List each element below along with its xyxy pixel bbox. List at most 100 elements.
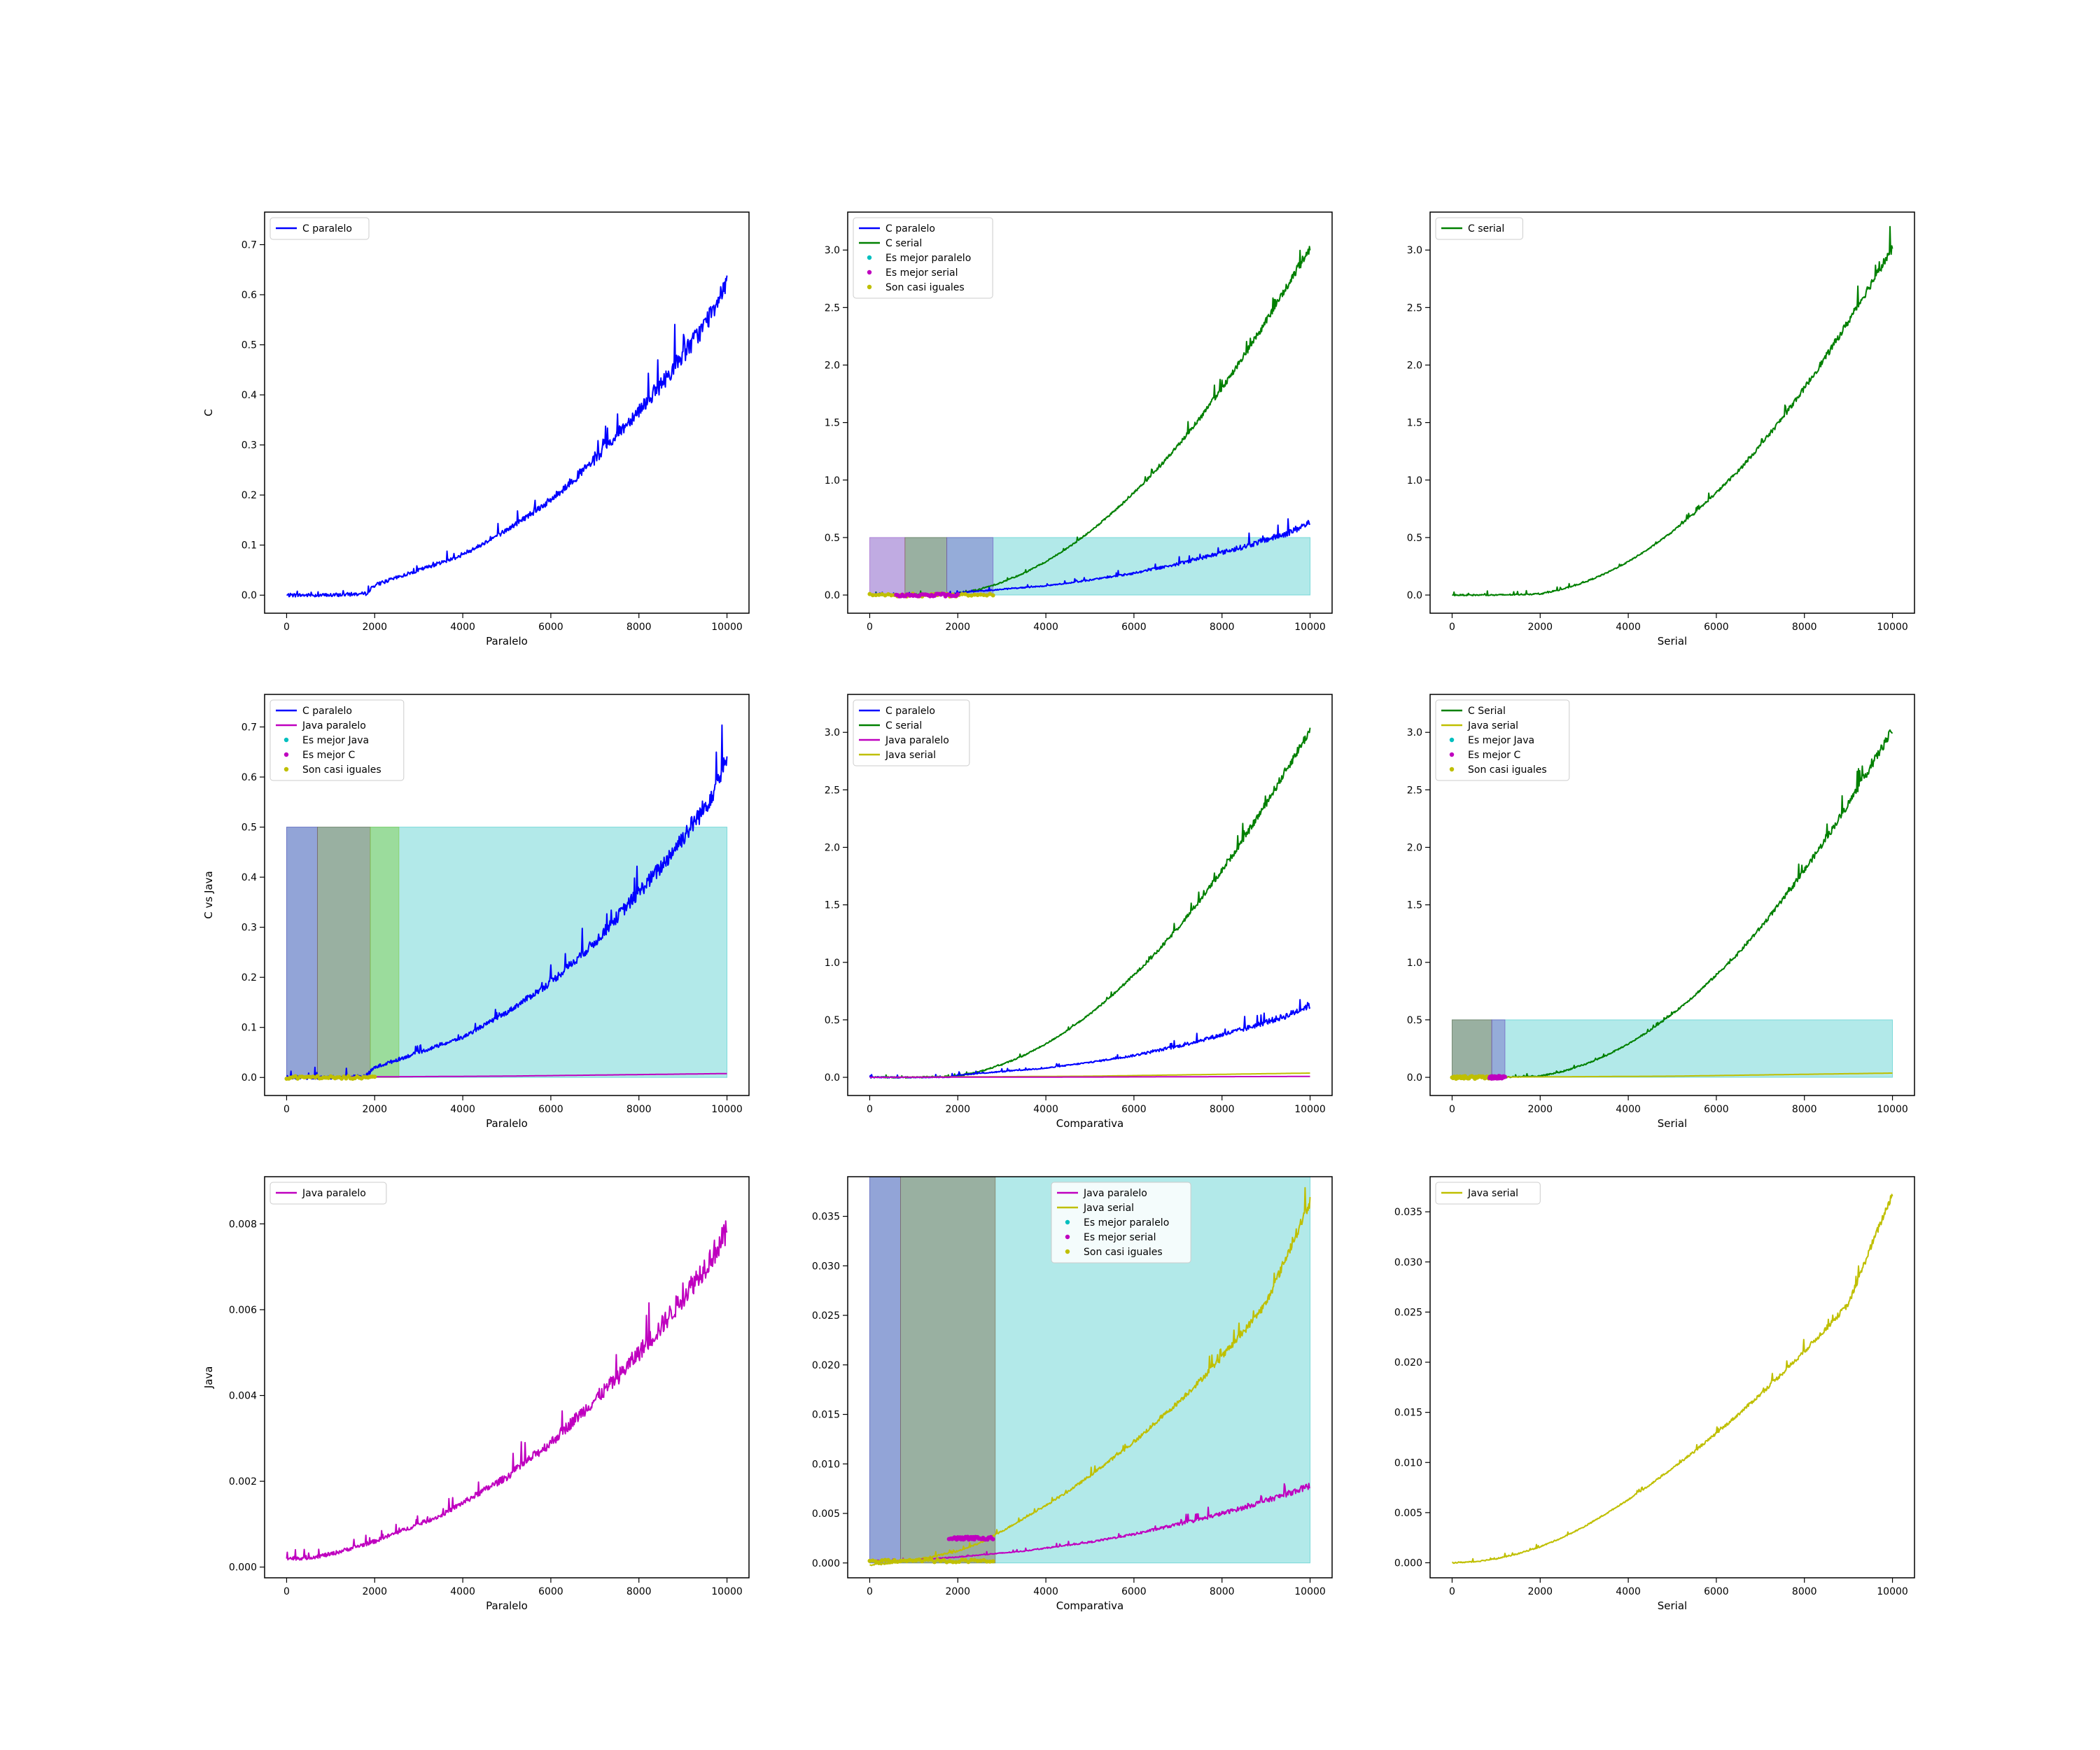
plot-area: [1452, 225, 1893, 596]
marker-point: [1502, 1074, 1507, 1079]
series-line-0: [286, 275, 728, 598]
marker-point: [929, 1558, 934, 1562]
y-tick-label: 2.0: [1407, 842, 1422, 853]
y-tick-label: 0.2: [241, 490, 257, 501]
x-tick-label: 0: [284, 1104, 290, 1115]
x-tick-label: 2000: [945, 1586, 970, 1597]
legend-entry-label: Es mejor paralelo: [1084, 1217, 1169, 1228]
legend-entry-label: Son casi iguales: [1468, 764, 1547, 776]
y-tick-label: 0.006: [229, 1305, 257, 1316]
y-tick-label: 0.000: [1394, 1558, 1422, 1569]
marker-point: [975, 592, 980, 597]
shaded-region-3: [370, 827, 400, 1078]
x-tick-label: 4000: [1033, 622, 1058, 633]
subplot-p21: 0 2000 4000 6000 8000 10000 0.0 0.1 0.2 0.3 0.4 0.5…: [202, 694, 750, 1130]
legend: C paralelo C serial Java paralelo Java seri…: [853, 699, 970, 766]
marker-point: [966, 593, 971, 598]
marker-point: [941, 1558, 946, 1562]
y-tick-label: 0.6: [241, 290, 257, 301]
marker-points-0: [867, 1557, 995, 1564]
axes-frame: [264, 694, 750, 1096]
subplot-p11: 0 2000 4000 6000 8000 10000 0.0 0.1 0.2 0.3 0.4 0.5…: [202, 211, 750, 648]
marker-point: [932, 1560, 937, 1564]
legend-dot-swatch: [284, 737, 289, 743]
shaded-region-1: [869, 1177, 901, 1564]
legend-entry-label: C paralelo: [302, 223, 352, 234]
marker-point: [990, 1536, 995, 1541]
marker-point: [923, 1558, 927, 1562]
x-tick-label: 0: [1449, 1104, 1455, 1115]
legend-box: [1051, 1182, 1191, 1264]
legend-entry-label: C paralelo: [886, 706, 935, 717]
y-tick-label: 0.010: [1394, 1457, 1422, 1469]
legend-dot-swatch: [1449, 737, 1455, 743]
marker-point: [372, 1074, 377, 1079]
subplot-p22: 0 2000 4000 6000 8000 10000 0.0 0.5 1.0 1.5 2.0 2.5…: [825, 694, 1333, 1130]
plot-area: [869, 727, 1311, 1079]
legend-entry-label: Es mejor C: [302, 750, 356, 761]
y-tick-label: 3.0: [1407, 245, 1422, 256]
x-axis-label: Serial: [1658, 635, 1687, 648]
legend-box: [853, 217, 993, 299]
legend-entry-label: C serial: [886, 720, 922, 732]
marker-point: [867, 1558, 872, 1563]
y-tick-label: 1.5: [1407, 418, 1422, 429]
marker-point: [955, 592, 960, 596]
legend-dot-swatch: [867, 255, 872, 260]
y-tick-label: 0.5: [241, 822, 257, 834]
y-tick-label: 0.4: [241, 872, 257, 883]
legend-entry-label: Son casi iguales: [302, 764, 382, 776]
x-tick-label: 8000: [626, 622, 652, 633]
x-tick-label: 2000: [945, 622, 970, 633]
marker-point: [960, 592, 965, 596]
y-tick-label: 0.004: [229, 1391, 257, 1402]
axes-frame: [1429, 694, 1915, 1096]
legend-entry-label: Son casi iguales: [1084, 1247, 1163, 1258]
marker-point: [880, 1558, 885, 1563]
marker-points-1: [1487, 1074, 1507, 1081]
legend: C paralelo: [270, 217, 370, 240]
legend: C paralelo Java paralelo Es mejor Java Es m…: [270, 699, 405, 781]
x-tick-label: 6000: [1121, 622, 1147, 633]
x-tick-label: 8000: [1210, 1104, 1235, 1115]
x-tick-label: 10000: [1877, 1104, 1908, 1115]
x-tick-label: 4000: [450, 1586, 475, 1597]
y-tick-label: 0.005: [1394, 1508, 1422, 1519]
x-tick-label: 2000: [362, 1104, 387, 1115]
x-axis-label: Comparativa: [1056, 1600, 1124, 1612]
marker-points-0: [1450, 1074, 1494, 1082]
legend-entry-label: Java serial: [885, 750, 936, 761]
marker-point: [953, 1560, 958, 1564]
x-axis-label: Paralelo: [486, 635, 528, 648]
shaded-region-2: [316, 827, 371, 1078]
legend-box: [270, 217, 370, 240]
legend-dot-swatch: [1449, 752, 1455, 757]
marker-points-0: [284, 1074, 377, 1082]
legend-dot-swatch: [1449, 766, 1455, 772]
plot-area: [1451, 1194, 1893, 1564]
y-tick-label: 0.035: [1394, 1207, 1422, 1218]
y-tick-label: 0.005: [812, 1508, 840, 1520]
y-tick-label: 2.0: [825, 842, 840, 853]
x-tick-label: 10000: [1294, 622, 1326, 633]
legend-entry-label: Es mejor Java: [302, 735, 369, 746]
x-tick-label: 10000: [711, 1104, 743, 1115]
x-tick-label: 10000: [1294, 1104, 1326, 1115]
y-tick-label: 0.025: [812, 1310, 840, 1322]
y-tick-label: 0.010: [812, 1459, 840, 1470]
legend-entry-label: Java paralelo: [302, 1188, 366, 1199]
axes-frame: [1429, 1176, 1915, 1578]
legend-box: [1435, 699, 1570, 781]
y-tick-label: 0.000: [229, 1562, 257, 1574]
axes-frame: [1429, 211, 1915, 614]
y-tick-label: 2.0: [825, 360, 840, 371]
x-tick-label: 10000: [711, 622, 743, 633]
shaded-region-0: [1451, 1019, 1893, 1078]
y-tick-label: 2.5: [1407, 302, 1422, 314]
plot-area: [867, 246, 1311, 598]
series-line-0: [1451, 1194, 1893, 1564]
y-tick-label: 0.0: [1407, 590, 1422, 601]
x-tick-label: 6000: [1704, 622, 1729, 633]
x-tick-label: 0: [284, 1586, 290, 1597]
y-axis-label: Java: [202, 1366, 215, 1390]
